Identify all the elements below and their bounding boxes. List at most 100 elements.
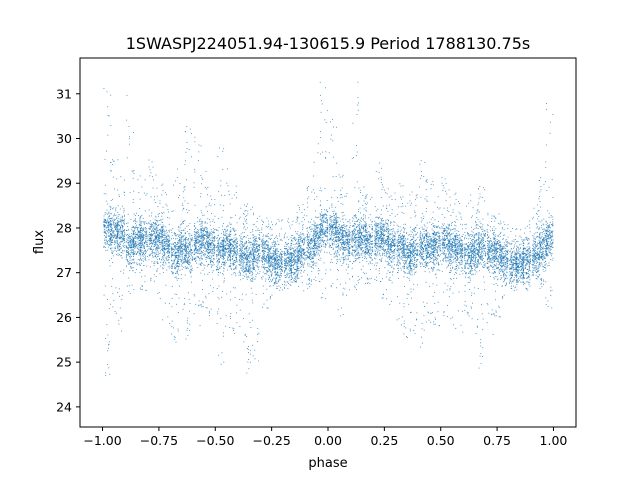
data-point (236, 243, 238, 245)
data-point (115, 218, 117, 220)
data-point (219, 255, 221, 257)
data-point (104, 221, 105, 223)
data-point (191, 252, 193, 254)
data-point (106, 91, 108, 93)
data-point (230, 229, 232, 231)
data-point (108, 259, 110, 261)
data-point (293, 273, 295, 275)
data-point (264, 280, 266, 282)
data-point (294, 250, 296, 252)
data-point (156, 237, 158, 239)
data-point (186, 261, 188, 263)
data-point (191, 258, 193, 260)
data-point (252, 266, 254, 268)
data-point (190, 254, 192, 256)
data-point (107, 115, 109, 116)
data-point (295, 221, 297, 223)
data-point (148, 239, 150, 241)
data-point (261, 259, 263, 261)
data-point (290, 272, 292, 274)
data-point (132, 232, 134, 234)
data-point (123, 272, 124, 274)
data-point (284, 264, 286, 266)
data-point (171, 266, 173, 267)
data-point (264, 246, 266, 248)
data-point (213, 237, 215, 239)
data-point (210, 259, 212, 261)
data-point (173, 243, 175, 245)
data-point (270, 257, 272, 259)
data-point (117, 220, 119, 221)
data-point (178, 234, 180, 236)
data-point (175, 234, 177, 236)
data-point (223, 256, 224, 258)
data-point (207, 254, 209, 256)
data-point (195, 236, 197, 238)
data-point (178, 255, 180, 257)
data-point (172, 272, 173, 274)
data-point (171, 259, 172, 261)
data-point (151, 235, 153, 237)
data-point (104, 285, 106, 287)
data-point (120, 224, 122, 226)
data-point (124, 232, 126, 234)
data-point (191, 267, 193, 269)
data-point (295, 249, 297, 251)
data-point (257, 256, 259, 258)
data-point (180, 231, 182, 233)
data-point (190, 255, 192, 257)
data-point (230, 223, 232, 225)
data-point (109, 214, 111, 216)
data-point (255, 258, 257, 260)
data-point (112, 237, 114, 239)
data-point (234, 296, 236, 298)
data-point (221, 352, 223, 354)
data-point (252, 255, 254, 257)
data-point (142, 258, 144, 260)
data-point (105, 237, 107, 238)
data-point (117, 243, 119, 245)
data-point (186, 225, 188, 227)
data-point (156, 223, 158, 225)
data-point (295, 275, 297, 277)
data-point (245, 241, 247, 243)
data-point (240, 279, 242, 281)
data-point (241, 269, 243, 271)
data-point (285, 284, 287, 286)
data-point (162, 218, 164, 220)
data-point (202, 221, 204, 222)
data-point (126, 241, 128, 243)
data-point (294, 273, 295, 275)
data-point (188, 245, 190, 247)
data-point (265, 226, 267, 227)
data-point (159, 238, 160, 240)
data-point (166, 258, 168, 260)
data-point (201, 183, 203, 185)
data-point (143, 234, 145, 236)
data-point (222, 240, 224, 242)
data-point (153, 225, 155, 227)
data-point (264, 273, 266, 275)
data-point (223, 237, 225, 239)
data-point (191, 270, 193, 271)
data-point (187, 212, 189, 214)
data-point (180, 232, 182, 234)
data-point (251, 267, 253, 269)
data-point (127, 252, 129, 253)
data-point (151, 161, 153, 163)
data-point (277, 263, 279, 265)
data-point (299, 236, 301, 238)
data-point (274, 238, 275, 240)
data-point (156, 269, 158, 271)
data-point (266, 272, 268, 274)
data-point (220, 256, 222, 258)
data-point (253, 238, 255, 240)
data-point (108, 232, 110, 233)
data-point (229, 247, 231, 249)
data-point (162, 233, 164, 235)
data-point (104, 220, 106, 222)
data-point (103, 225, 105, 227)
data-point (177, 254, 179, 256)
data-point (236, 256, 237, 258)
data-point (273, 254, 275, 256)
